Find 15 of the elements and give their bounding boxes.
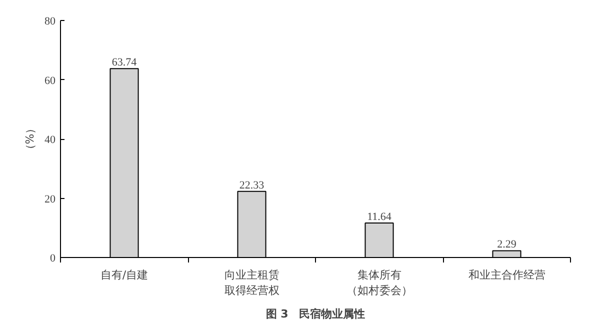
y-tick-label: 0 xyxy=(50,252,56,264)
y-axis-title: （%） xyxy=(24,122,36,156)
data-label: 11.64 xyxy=(367,211,392,224)
x-tick-label: 集体所有（如村委会） xyxy=(346,268,412,298)
y-tick-label: 60 xyxy=(44,74,56,87)
x-tick-label: 向业主租赁取得经营权 xyxy=(224,268,280,298)
data-label: 2.29 xyxy=(497,238,517,251)
x-tick-label: 自有/自建 xyxy=(100,268,148,282)
data-label: 63.74 xyxy=(112,56,138,69)
y-tick-label: 40 xyxy=(44,134,56,146)
text: 图 3 民宿物业属性 xyxy=(266,308,366,320)
data-label: 22.33 xyxy=(239,179,265,192)
x-tick-label: 和业主合作经营 xyxy=(468,268,546,282)
y-tick-label: 80 xyxy=(44,16,56,28)
y-tick-label: 20 xyxy=(44,193,56,206)
